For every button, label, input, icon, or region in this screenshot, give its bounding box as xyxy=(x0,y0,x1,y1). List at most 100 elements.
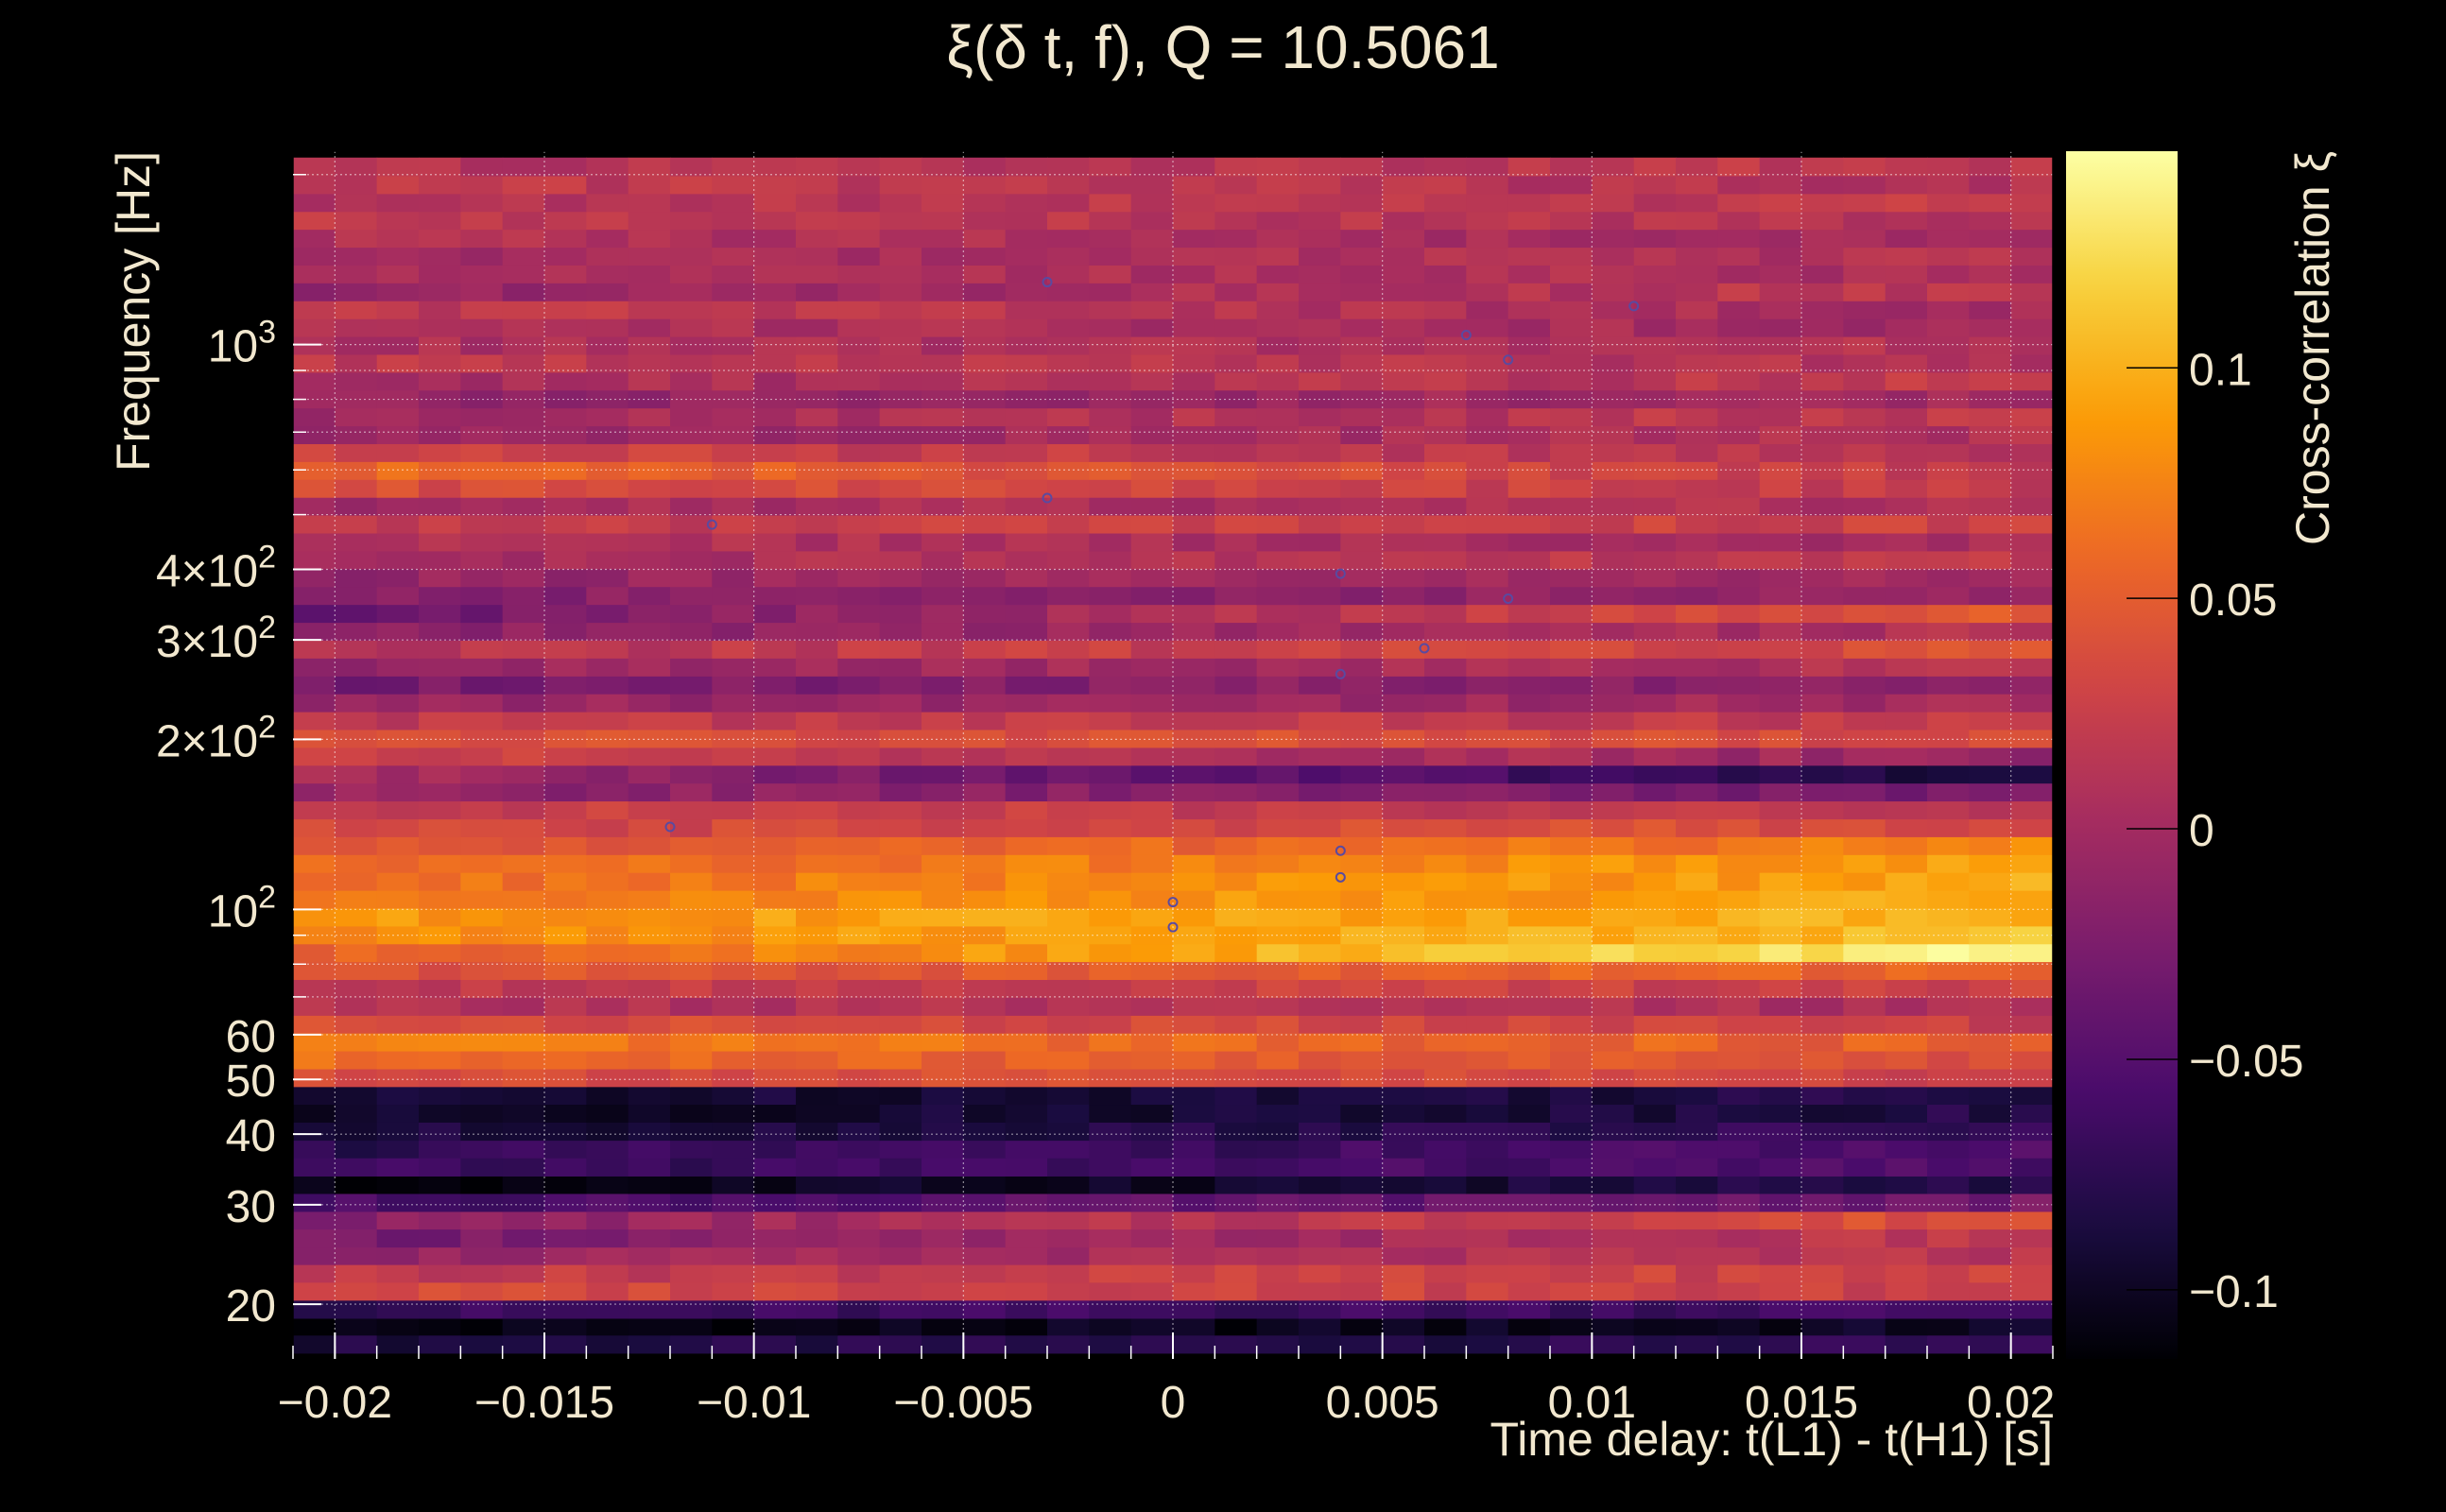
heatmap-cell xyxy=(293,318,336,337)
heatmap-cell xyxy=(1299,586,1341,606)
heatmap-cell xyxy=(922,782,964,802)
heatmap-cell xyxy=(1173,425,1215,445)
heatmap-cell xyxy=(963,1122,1007,1142)
heatmap-cell xyxy=(1969,247,2012,266)
heatmap-cell xyxy=(1969,461,2012,480)
heatmap-cell xyxy=(1927,425,1970,445)
heatmap-cell xyxy=(1299,853,1341,873)
heatmap-cell xyxy=(586,889,629,909)
heatmap-cell xyxy=(1173,211,1215,231)
heatmap-cell xyxy=(1633,1263,1677,1283)
heatmap-cell xyxy=(1130,247,1174,266)
heatmap-cell xyxy=(1256,907,1300,927)
heatmap-cell xyxy=(753,889,797,909)
heatmap-cell xyxy=(1885,1032,1928,1052)
heatmap-cell xyxy=(1507,550,1551,570)
heatmap-cell xyxy=(1801,1193,1844,1212)
x-tick-label: −0.015 xyxy=(474,1378,614,1428)
heatmap-cell xyxy=(1424,765,1467,784)
heatmap-cell xyxy=(502,300,545,319)
peak-marker xyxy=(1419,643,1430,654)
heatmap-cell xyxy=(1759,622,1802,641)
heatmap-cell xyxy=(1299,496,1341,516)
heatmap-cell xyxy=(1424,353,1467,373)
heatmap-cell xyxy=(1299,568,1341,588)
heatmap-cell xyxy=(1256,265,1300,284)
heatmap-cell xyxy=(753,443,797,462)
heatmap-cell xyxy=(670,283,713,301)
heatmap-cell xyxy=(1089,283,1132,301)
heatmap-cell xyxy=(1382,532,1425,552)
heatmap-cell xyxy=(1089,300,1132,319)
heatmap-cell xyxy=(1173,586,1215,606)
heatmap-cell xyxy=(502,1050,545,1070)
heatmap-cell xyxy=(1466,1032,1509,1052)
heatmap-cell xyxy=(335,514,378,534)
heatmap-cell xyxy=(1089,1068,1132,1088)
heatmap-cell xyxy=(628,550,671,570)
heatmap-cell xyxy=(1256,1193,1300,1212)
heatmap-cell xyxy=(1424,568,1467,588)
heatmap-cell xyxy=(1005,586,1048,606)
heatmap-cell xyxy=(1256,675,1300,695)
heatmap-cell xyxy=(1214,568,1258,588)
heatmap-cell xyxy=(1173,353,1215,373)
heatmap-cell xyxy=(1927,1175,1970,1194)
heatmap-cell xyxy=(544,371,587,391)
peak-marker xyxy=(1503,354,1514,366)
heatmap-cell xyxy=(1173,1104,1215,1123)
heatmap-cell xyxy=(1299,318,1341,337)
heatmap-cell xyxy=(460,675,504,695)
heatmap-cell xyxy=(1466,604,1509,624)
heatmap-cell xyxy=(502,229,545,249)
heatmap-cell xyxy=(1927,300,1970,319)
heatmap-cell xyxy=(1299,1246,1341,1265)
heatmap-cell xyxy=(1299,353,1341,373)
heatmap-cell xyxy=(502,461,545,480)
heatmap-cell xyxy=(2010,371,2053,391)
heatmap-cell xyxy=(1801,961,1844,980)
heatmap-cell xyxy=(1424,1139,1467,1159)
heatmap-cell xyxy=(376,211,420,231)
heatmap-cell xyxy=(922,353,964,373)
heatmap-cell xyxy=(837,1104,881,1123)
heatmap-cell xyxy=(2010,1032,2053,1052)
heatmap-cell xyxy=(1843,658,1886,677)
heatmap-cell xyxy=(1885,550,1928,570)
heatmap-cell xyxy=(2010,979,2053,998)
heatmap-cell xyxy=(879,818,922,837)
heatmap-cell xyxy=(1382,335,1425,355)
heatmap-cell xyxy=(502,514,545,534)
heatmap-cell xyxy=(335,300,378,319)
heatmap-cell xyxy=(1382,1175,1425,1194)
heatmap-cell xyxy=(796,1014,838,1034)
heatmap-cell xyxy=(1676,443,1718,462)
heatmap-cell xyxy=(502,675,545,695)
heatmap-cell xyxy=(1592,1263,1635,1283)
heatmap-cell xyxy=(1969,353,2012,373)
heatmap-cell xyxy=(1507,907,1551,927)
heatmap-cell xyxy=(922,247,964,266)
heatmap-cell xyxy=(922,765,964,784)
heatmap-cell xyxy=(1927,729,1970,748)
heatmap-cell xyxy=(544,247,587,266)
heatmap-cell xyxy=(753,532,797,552)
heatmap-cell xyxy=(293,640,336,659)
heatmap-cell xyxy=(628,443,671,462)
heatmap-cell xyxy=(544,1228,587,1248)
heatmap-cell xyxy=(1676,283,1718,301)
heatmap-cell xyxy=(419,640,461,659)
heatmap-cell xyxy=(1507,353,1551,373)
heatmap-cell xyxy=(502,1299,545,1319)
heatmap-cell xyxy=(1130,800,1174,820)
heatmap-cell xyxy=(1885,782,1928,802)
heatmap-cell xyxy=(1173,1014,1215,1034)
heatmap-cell xyxy=(1256,889,1300,909)
heatmap-cell xyxy=(376,622,420,641)
heatmap-cell xyxy=(1047,729,1090,748)
heatmap-cell xyxy=(1424,300,1467,319)
heatmap-cell xyxy=(293,1193,336,1212)
heatmap-cell xyxy=(1507,979,1551,998)
heatmap-cell xyxy=(1340,478,1384,498)
heatmap-cell xyxy=(1801,1122,1844,1142)
